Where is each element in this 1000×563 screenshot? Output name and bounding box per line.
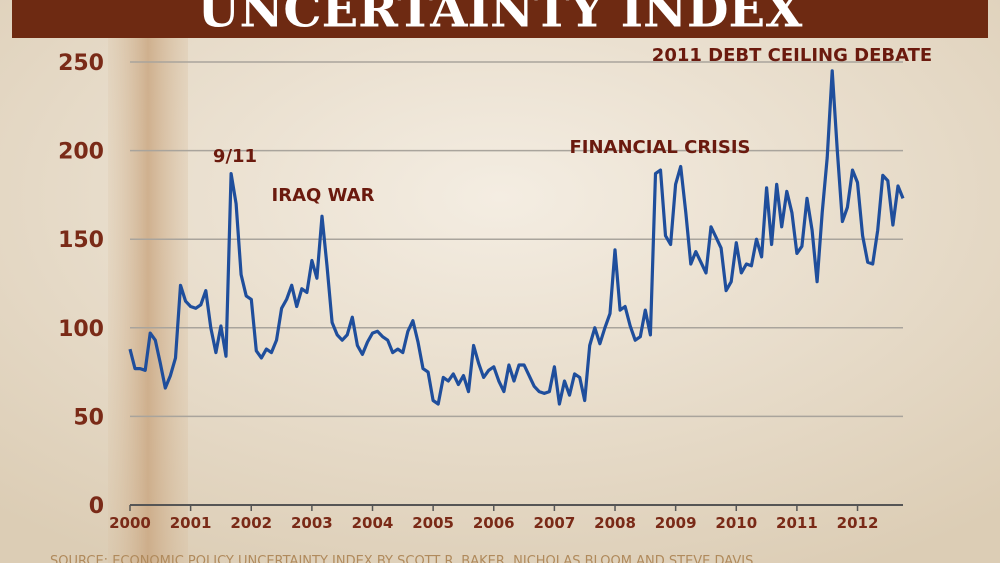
x-tick-label: 2007 bbox=[534, 514, 576, 532]
y-tick-label: 50 bbox=[73, 405, 104, 430]
x-tick-label: 2012 bbox=[837, 514, 879, 532]
stripe bbox=[108, 0, 188, 563]
y-tick-label: 0 bbox=[89, 494, 104, 519]
x-tick-label: 2002 bbox=[230, 514, 272, 532]
x-tick-label: 2008 bbox=[594, 514, 636, 532]
x-tick-label: 2001 bbox=[170, 514, 212, 532]
y-tick-label: 200 bbox=[58, 140, 104, 165]
y-tick-label: 100 bbox=[58, 317, 104, 342]
x-tick-label: 2000 bbox=[109, 514, 151, 532]
x-tick-label: 2011 bbox=[776, 514, 818, 532]
x-tick-label: 2004 bbox=[352, 514, 394, 532]
y-tick-label: 250 bbox=[58, 51, 104, 76]
annotation: FINANCIAL CRISIS bbox=[569, 137, 750, 158]
x-tick-label: 2010 bbox=[715, 514, 757, 532]
annotation: 9/11 bbox=[213, 146, 257, 167]
x-tick-label: 2005 bbox=[412, 514, 454, 532]
source: SOURCE: ECONOMIC POLICY UNCERTAINTY INDE… bbox=[50, 554, 753, 563]
x-tick-label: 2003 bbox=[291, 514, 333, 532]
chart-title: UNCERTAINTY INDEX bbox=[198, 0, 803, 39]
y-tick-label: 150 bbox=[58, 228, 104, 253]
annotation: IRAQ WAR bbox=[272, 185, 375, 206]
x-tick-label: 2009 bbox=[655, 514, 697, 532]
x-tick-label: 2006 bbox=[473, 514, 515, 532]
data-line bbox=[128, 69, 905, 406]
annotation: 2011 DEBT CEILING DEBATE bbox=[652, 45, 932, 66]
title-bar bbox=[12, 0, 988, 38]
